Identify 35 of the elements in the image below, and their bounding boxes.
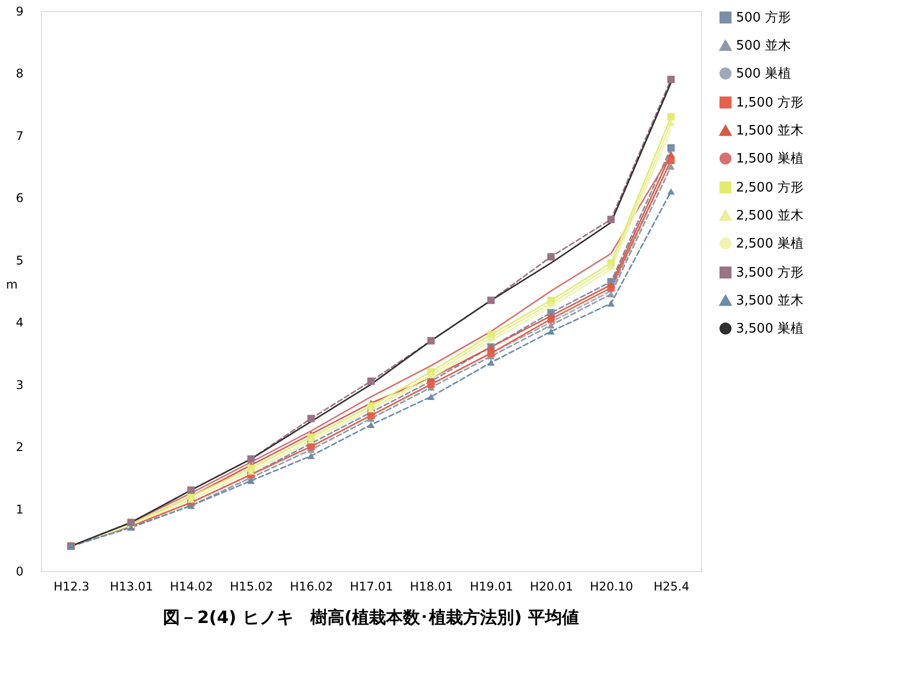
legend-label: 2,500 並木 [736, 208, 804, 224]
x-tick-label: H17.01 [350, 580, 394, 594]
y-axis-title: m [6, 278, 18, 292]
x-tick-label: H18.01 [410, 580, 454, 594]
y-tick-label: 0 [16, 564, 24, 578]
y-tick-label: 4 [16, 316, 24, 330]
legend-label: 2,500 方形 [736, 180, 804, 196]
x-tick-label: H12.3 [54, 580, 90, 594]
x-tick-label: H25.4 [654, 580, 690, 594]
legend-label: 500 並木 [736, 38, 791, 54]
legend-label: 1,500 並木 [736, 124, 804, 138]
x-tick-label: H14.02 [170, 580, 214, 594]
y-tick-label: 3 [16, 378, 24, 392]
y-tick-label: 8 [16, 66, 24, 81]
legend-label: 3,500 並木 [736, 294, 804, 308]
text: 図－2(4) ヒノキ 樹高(植栽本数･植栽方法別) 平均値 [163, 608, 579, 628]
legend-label: 3,500 方形 [736, 264, 804, 280]
legend-label: 1,500 方形 [736, 94, 804, 110]
legend-label: 500 巣植 [736, 66, 791, 82]
y-tick-label: 5 [16, 253, 24, 268]
legend-label: 500 方形 [736, 10, 791, 26]
y-tick-label: 9 [16, 4, 24, 18]
y-tick-label: 7 [16, 128, 24, 143]
x-tick-label: H19.01 [470, 580, 514, 594]
x-tick-label: H20.10 [590, 580, 634, 594]
x-tick-label: H20.01 [530, 580, 574, 594]
legend-label: 2,500 巣植 [736, 236, 804, 252]
legend-label: 1,500 巣植 [736, 152, 804, 166]
legend-label: 3,500 巣植 [736, 322, 804, 336]
y-tick-label: 2 [16, 440, 24, 454]
x-tick-label: H16.02 [290, 580, 334, 594]
x-tick-label: H15.02 [230, 580, 274, 594]
x-tick-label: H13.01 [110, 580, 154, 594]
y-tick-label: 1 [16, 502, 24, 516]
y-tick-label: 6 [16, 191, 24, 206]
